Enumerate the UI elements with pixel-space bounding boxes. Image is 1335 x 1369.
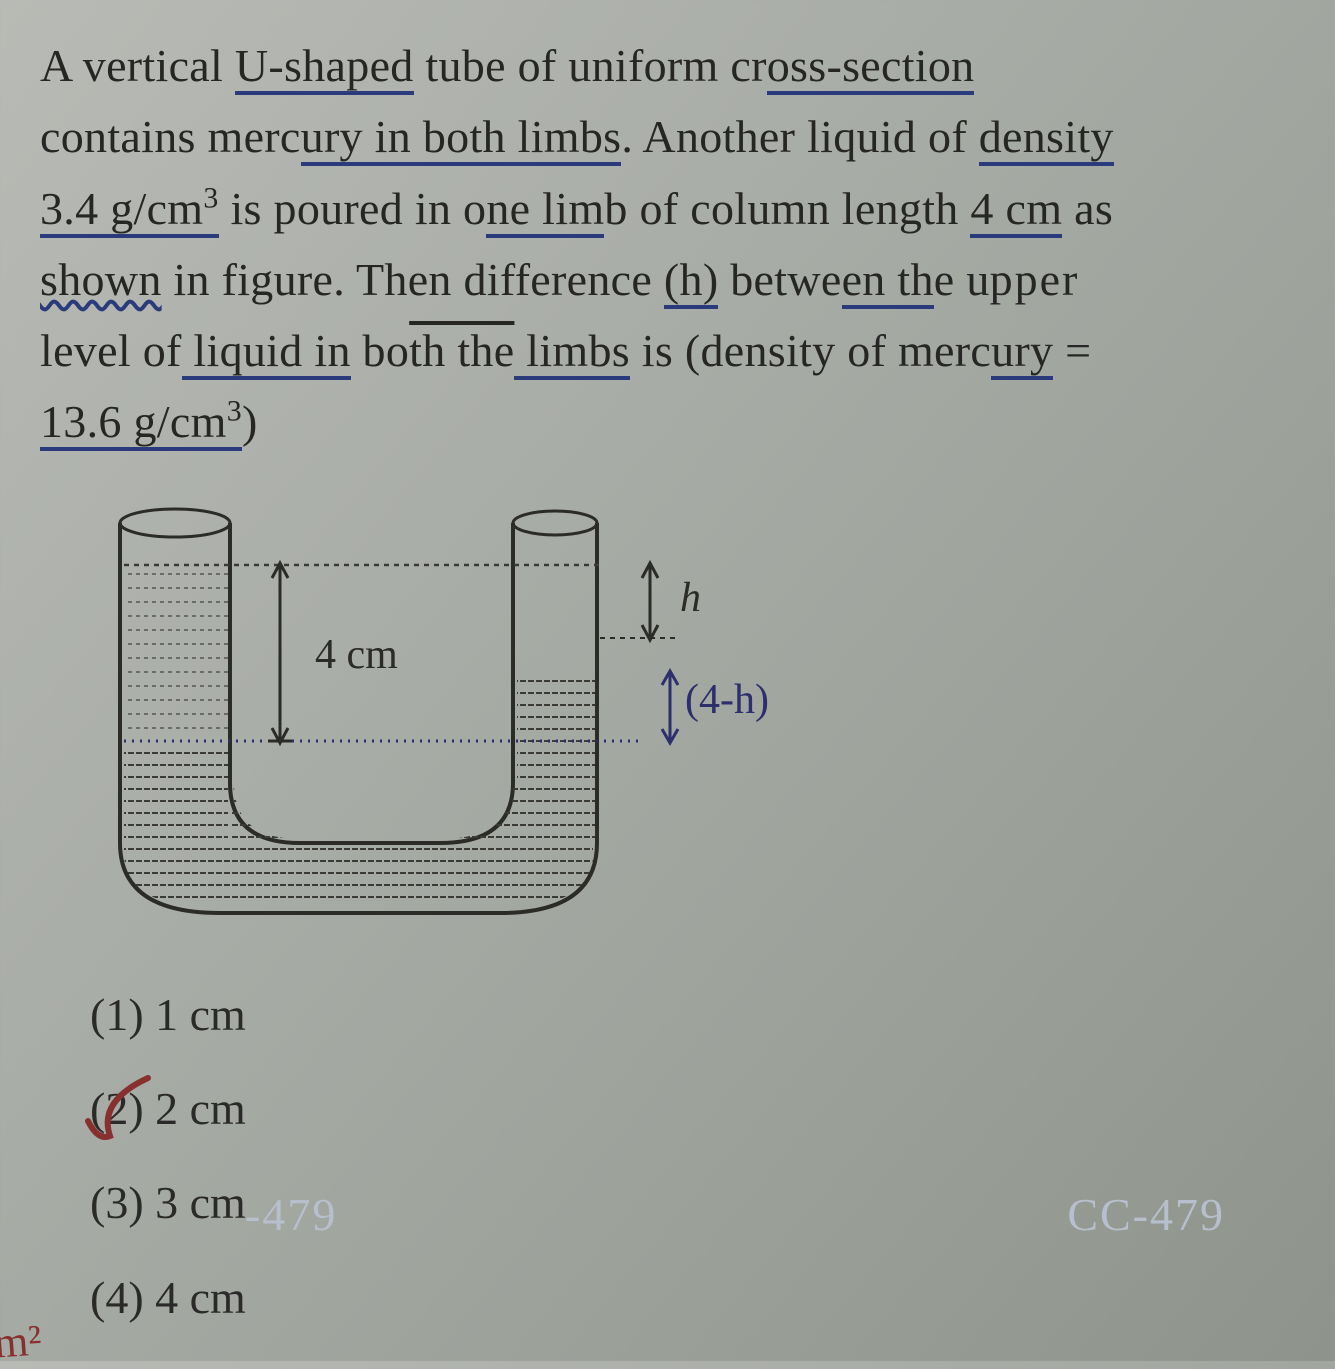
watermark-cc2: -479 bbox=[245, 1188, 337, 1241]
q-5b: liquid in bbox=[182, 325, 351, 380]
q-hg: 13.6 g/cm bbox=[40, 396, 227, 447]
option-2: (2) 2 cm bbox=[90, 1062, 1295, 1156]
q-line2u: ury in both limbs bbox=[301, 111, 622, 166]
q-line2a: contains merc bbox=[40, 111, 301, 162]
u-tube-svg: 4 cm h (4-h) bbox=[80, 483, 860, 943]
q-line3c: b of column leng bbox=[604, 183, 922, 234]
q-3d: th bbox=[922, 183, 970, 234]
q-sup1: 3 bbox=[203, 181, 218, 214]
option-4: (4) 4 cm bbox=[90, 1251, 1295, 1345]
q-line1a: A vertical bbox=[40, 40, 235, 91]
q-4f: e u bbox=[934, 254, 990, 305]
q-line1-u: U-shaped bbox=[235, 40, 414, 95]
q-line3a: 3.4 g/cm3 bbox=[40, 183, 219, 238]
q-3f: as bbox=[1062, 183, 1113, 234]
q-sup2: 3 bbox=[227, 395, 242, 428]
q-4c: (h) bbox=[664, 254, 719, 309]
q-6b: ) bbox=[242, 396, 258, 447]
u-tube-diagram: 4 cm h (4-h) bbox=[80, 483, 860, 943]
q-line2c: density bbox=[979, 111, 1114, 166]
q-6a: 13.6 g/cm3 bbox=[40, 396, 242, 451]
q-line3u: ne lim bbox=[486, 183, 604, 238]
dim-4cm: 4 cm bbox=[315, 632, 398, 678]
q-5f: is (density of merc bbox=[630, 325, 991, 376]
option-3-text: (3) 3 cm bbox=[90, 1177, 246, 1228]
question-block: . A vertical U-shaped tube of uniform cr… bbox=[40, 30, 1295, 458]
q-line3b: is poured in o bbox=[219, 183, 487, 234]
q-5e: limbs bbox=[514, 325, 630, 380]
label-h: h bbox=[680, 575, 701, 621]
q-4a: shown bbox=[40, 254, 162, 305]
anno-4mh: (4-h) bbox=[685, 677, 769, 723]
q-d: 3.4 g/cm bbox=[40, 183, 203, 234]
q-5d: th the bbox=[409, 325, 514, 376]
q-5h: = bbox=[1053, 325, 1091, 376]
watermark-cc1: CC-479 bbox=[1067, 1188, 1225, 1241]
q-5g: ury bbox=[991, 325, 1053, 380]
pen-m2-note: m² bbox=[0, 1314, 43, 1368]
q-line2b: . Another liquid of bbox=[621, 111, 978, 162]
q-5a: level of bbox=[40, 325, 182, 376]
q-4g: pper bbox=[990, 254, 1080, 305]
q-line1b: tube of uniform cr bbox=[414, 40, 767, 91]
q-3e: 4 cm bbox=[970, 183, 1062, 238]
options-block: (1) 1 cm (2) 2 cm (3) 3 cm (4) 4 cm bbox=[90, 968, 1295, 1345]
q-4e: en th bbox=[842, 254, 934, 309]
q-5c: bo bbox=[351, 325, 409, 376]
option-1: (1) 1 cm bbox=[90, 968, 1295, 1062]
q-4b: in figure. Then difference bbox=[162, 254, 664, 305]
q-line1c: oss-section bbox=[767, 40, 975, 95]
q-4d: betwe bbox=[718, 254, 841, 305]
